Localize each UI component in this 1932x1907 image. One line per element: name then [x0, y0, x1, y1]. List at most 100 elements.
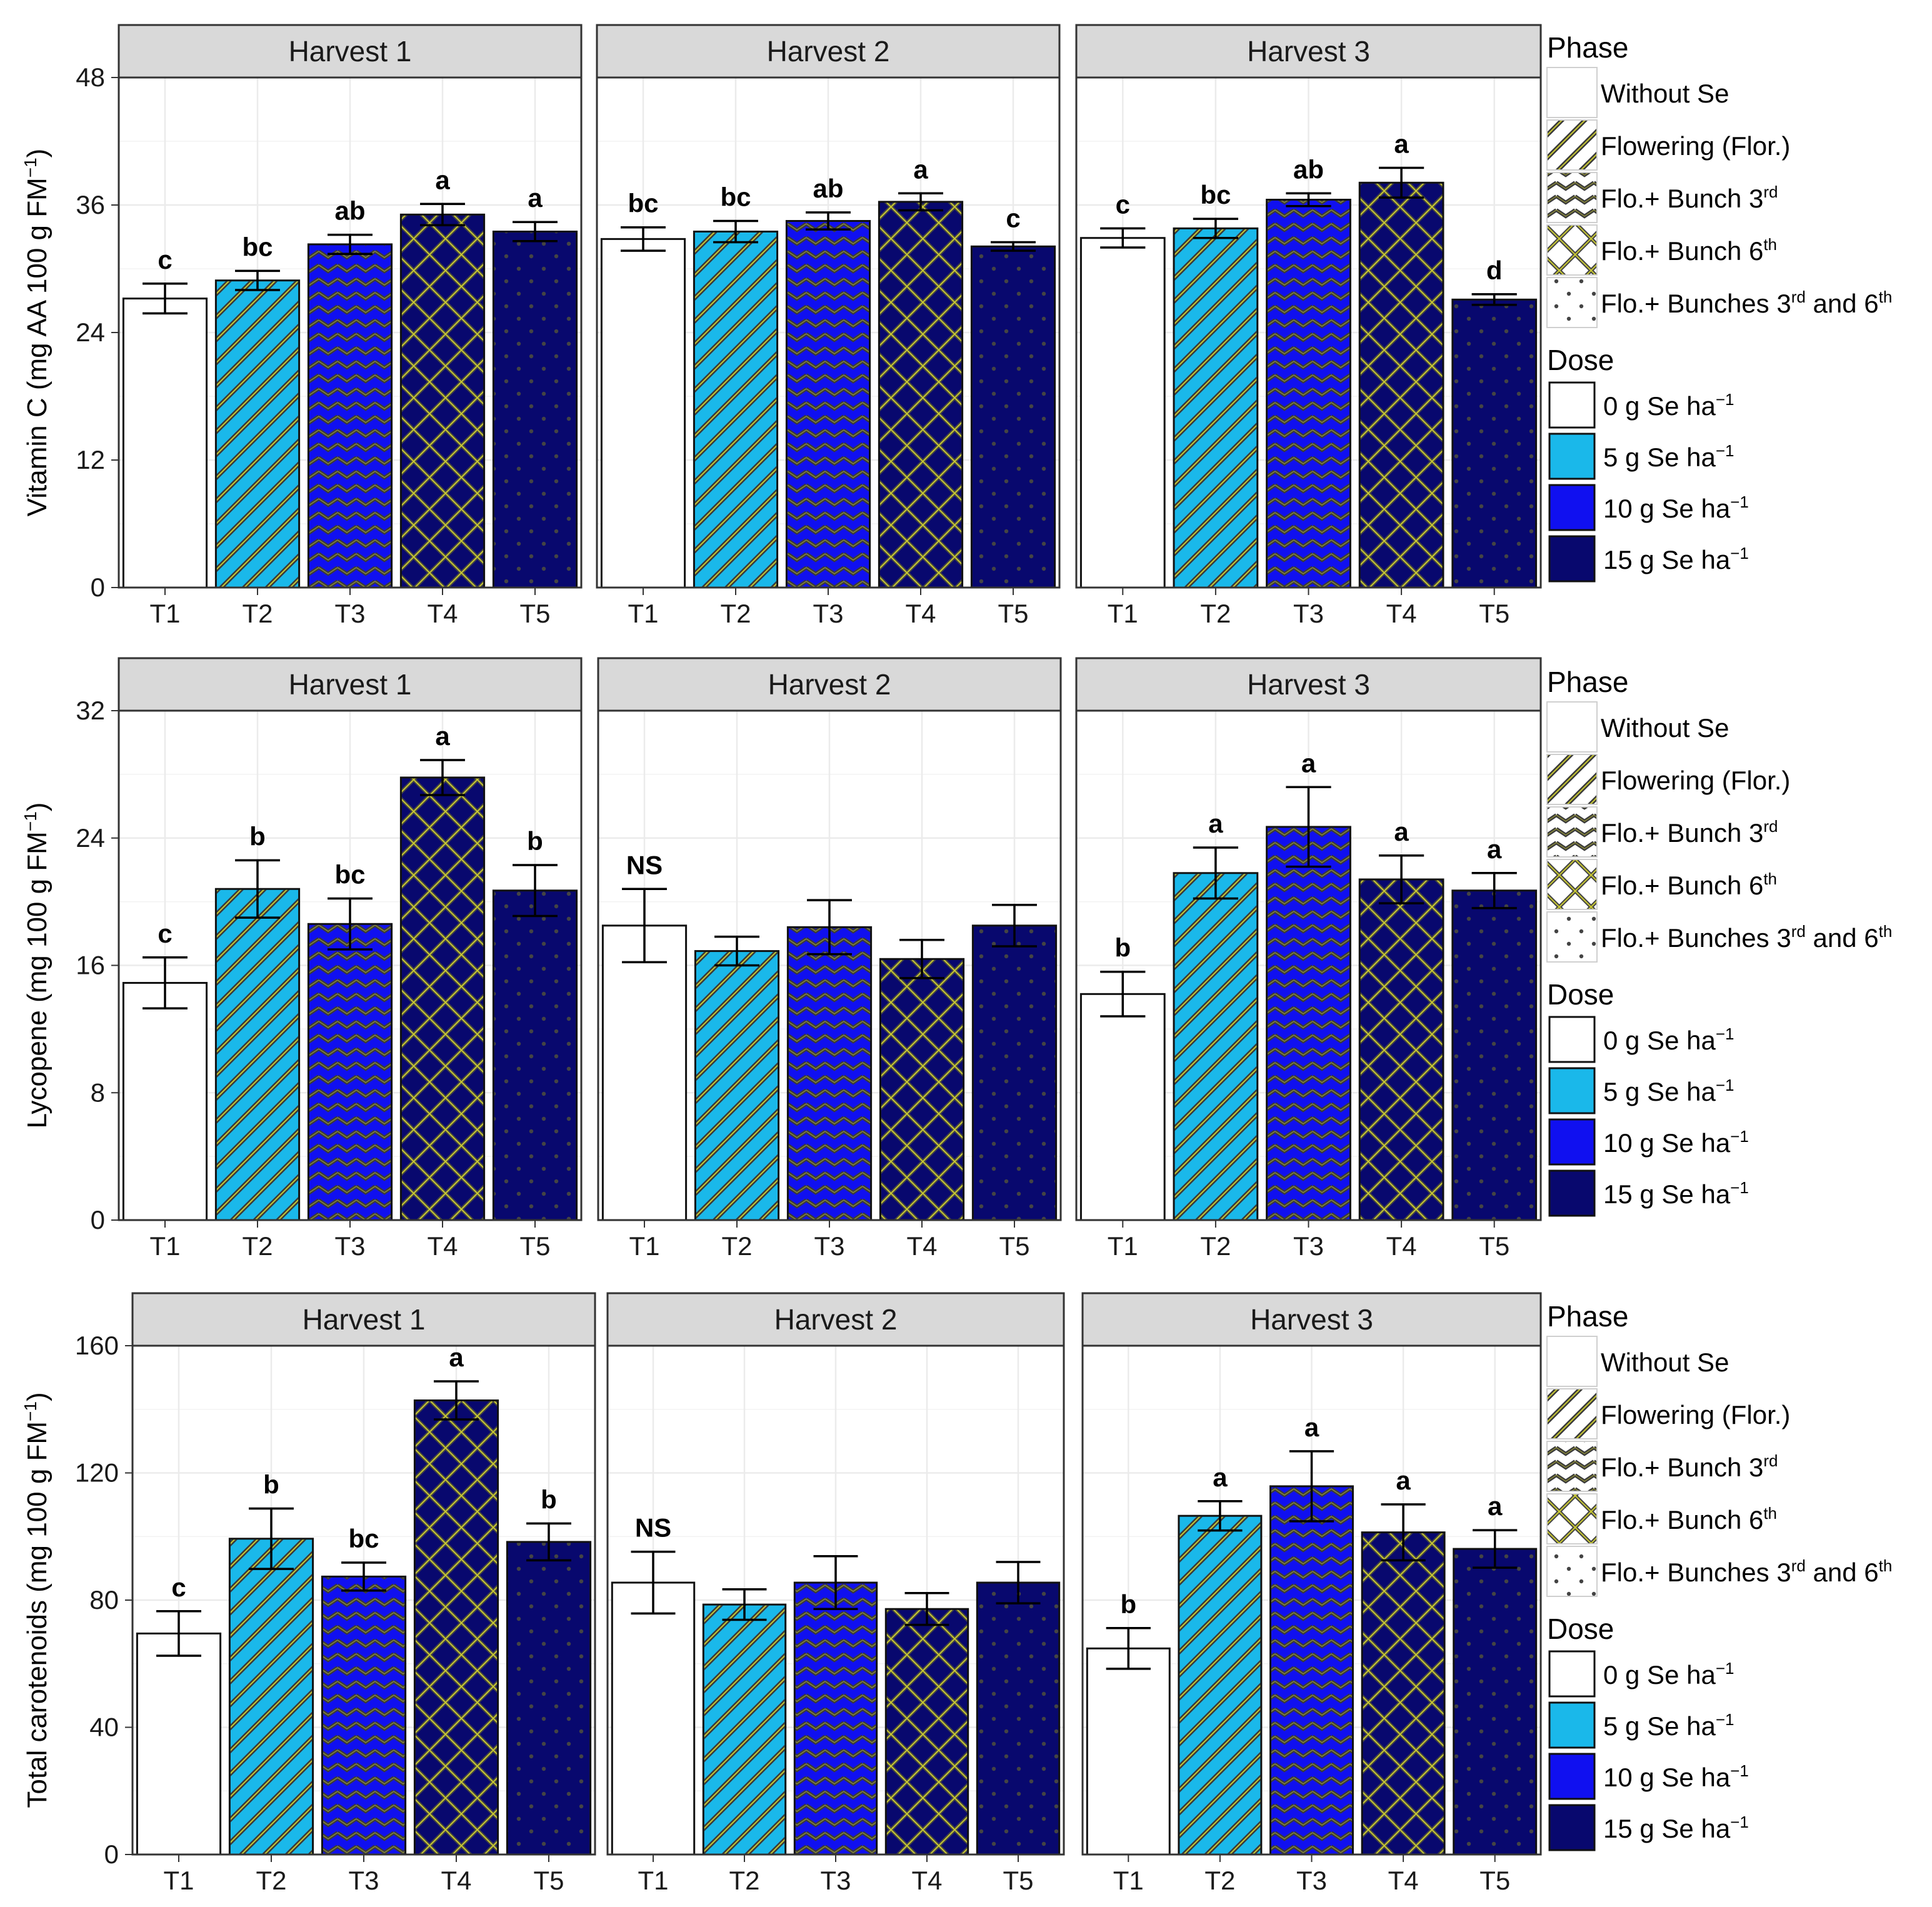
x-tick-label: T2 — [729, 1866, 759, 1895]
x-tick-label: T3 — [1296, 1866, 1327, 1895]
legend-dose-label: 15 g Se ha−1 — [1603, 1178, 1749, 1209]
x-tick-label: T5 — [1479, 599, 1509, 628]
y-tick-label: 48 — [76, 63, 105, 92]
x-tick-label: T1 — [1108, 599, 1138, 628]
panel-1: c T1 bc T2 ab T3 a T4 a T5 Harvest 1 — [118, 24, 583, 628]
significance-label: a — [449, 1343, 464, 1372]
error-bar-T2 — [1198, 1500, 1243, 1532]
facet-strip — [597, 657, 1062, 712]
legend-phase-label: Flo.+ Bunches 3rd and 6th — [1601, 288, 1892, 318]
significance-label: a — [1394, 817, 1409, 846]
legend-phase-label: Flo.+ Bunches 3rd and 6th — [1601, 922, 1892, 953]
error-bar-T5 — [1471, 293, 1517, 306]
x-tick-label: T4 — [427, 1231, 458, 1261]
bar-pattern-T2 — [704, 1605, 785, 1854]
significance-label: b — [1114, 933, 1131, 963]
significance-label: b — [249, 821, 266, 851]
legend-key-pattern — [1548, 173, 1596, 222]
y-tick-label: 8 — [91, 1078, 105, 1107]
error-bar-T1 — [1100, 227, 1146, 249]
error-bar-T1 — [143, 956, 188, 1010]
y-axis-title-superscript: −1 — [21, 1401, 40, 1421]
facet-title: Harvest 2 — [768, 668, 891, 701]
bar-pattern-T5 — [1453, 300, 1536, 587]
bar-pattern-T5 — [973, 926, 1056, 1219]
bar-pattern-T5 — [494, 233, 576, 587]
x-tick-label: T4 — [1386, 1231, 1417, 1261]
significance-label: c — [1116, 189, 1130, 219]
panel-2: NS T1 T2 T3 T4 T5 Harvest 2 — [606, 1292, 1065, 1895]
legend-dose-label: 5 g Se ha−1 — [1603, 1710, 1734, 1741]
significance-label: b — [541, 1484, 557, 1514]
x-tick-label: T2 — [256, 1866, 286, 1895]
bar-pattern-T3 — [787, 222, 869, 587]
significance-label: a — [1213, 1463, 1228, 1492]
chart-row-2: Lycopene (mg 100 g FM−1)08162432cT1bT2bc… — [21, 657, 1542, 1261]
legend-phase-label: Flo.+ Bunch 6th — [1601, 1504, 1777, 1534]
legend-phase-label: Flo.+ Bunch 3rd — [1601, 817, 1778, 848]
y-tick-label: 32 — [76, 696, 105, 725]
bar-T1 — [600, 238, 686, 589]
legend-phase-label: Without Se — [1601, 1348, 1729, 1377]
y-axis-title: Lycopene (mg 100 g FM−1) — [21, 803, 53, 1129]
error-bar-T1 — [143, 283, 188, 315]
significance-label: NS — [626, 850, 663, 879]
x-tick-label: T3 — [334, 599, 365, 628]
bar-pattern-T3 — [309, 245, 391, 587]
error-bar-T5 — [992, 903, 1037, 948]
significance-label: bc — [1200, 180, 1231, 209]
x-tick-label: T3 — [348, 1866, 379, 1895]
error-bar-T1 — [156, 1610, 201, 1657]
error-bar-T3 — [807, 899, 852, 956]
x-tick-label: T5 — [533, 1866, 564, 1895]
y-tick-label: 40 — [89, 1713, 119, 1742]
error-bar-T5 — [526, 1522, 571, 1562]
error-bar-T5 — [513, 864, 558, 918]
y-tick-label: 24 — [76, 823, 105, 853]
bar-T1 — [1079, 237, 1166, 589]
significance-label: a — [1394, 129, 1409, 159]
panel-3: c T1 bc T2 ab T3 a T4 d T5 Harvest 3 — [1075, 24, 1542, 628]
facet-strip — [606, 1292, 1065, 1347]
legend-dose-swatch — [1548, 1753, 1596, 1800]
legend-dose-swatch — [1548, 381, 1596, 429]
significance-label: c — [158, 245, 172, 274]
legend-key-pattern — [1548, 1547, 1596, 1596]
facet-strip — [1081, 1292, 1542, 1347]
legend-key-box — [1546, 1336, 1598, 1387]
error-bar-T1 — [1100, 970, 1146, 1018]
bar-T1 — [1086, 1647, 1171, 1856]
x-tick-label: T1 — [149, 599, 180, 628]
panel-1: c T1 b T2 bc T3 a T4 b T5 Harvest 1 — [118, 657, 583, 1261]
significance-label: a — [1304, 1413, 1319, 1442]
significance-label: b — [1120, 1589, 1136, 1619]
significance-label: NS — [635, 1513, 671, 1543]
bar-pattern-T5 — [972, 247, 1054, 587]
x-tick-label: T2 — [1204, 1866, 1235, 1895]
legend-dose-swatch — [1548, 1067, 1596, 1114]
bar-pattern-T2 — [216, 281, 299, 587]
legend-1: Phase Without Se Flowering (Flor.) Flo.+ Bu… — [1546, 31, 1892, 583]
error-bar-T4 — [1381, 1503, 1426, 1562]
legend-dose-swatch — [1548, 1650, 1596, 1698]
y-tick-label: 24 — [76, 318, 105, 347]
significance-label: a — [528, 183, 543, 213]
legend-dose-label: 0 g Se ha−1 — [1603, 1659, 1734, 1689]
error-bar-T3 — [328, 897, 373, 951]
legend-dose-swatch — [1548, 1701, 1596, 1749]
significance-label: bc — [348, 1524, 379, 1553]
error-bar-T1 — [631, 1550, 676, 1615]
legend-dose-title: Dose — [1547, 344, 1614, 376]
significance-label: ab — [813, 174, 843, 203]
legend-dose-swatch — [1548, 535, 1596, 583]
legend-key-pattern — [1548, 913, 1596, 961]
error-bar-T5 — [1473, 1529, 1518, 1569]
x-tick-label: T2 — [242, 599, 273, 628]
x-tick-label: T4 — [441, 1866, 471, 1895]
facet-title: Harvest 2 — [774, 1303, 898, 1336]
error-bar-T2 — [1193, 218, 1239, 239]
x-tick-label: T1 — [1108, 1231, 1138, 1261]
y-axis-title-text: Lycopene (mg 100 g FM — [22, 831, 53, 1128]
bar-pattern-T5 — [978, 1583, 1059, 1854]
